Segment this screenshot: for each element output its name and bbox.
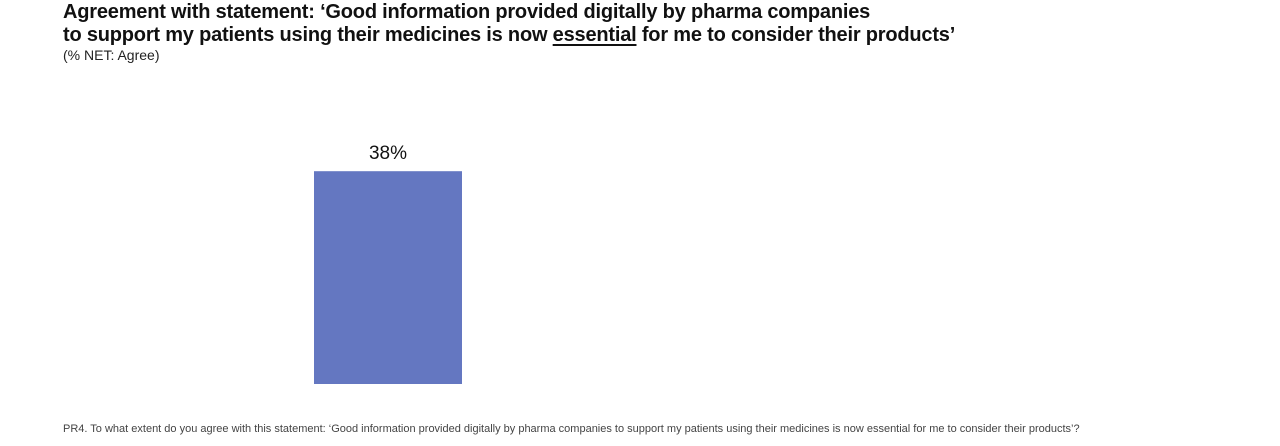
bar-value-label-0: 38% xyxy=(369,143,407,164)
chart-title: Agreement with statement: ‘Good informat… xyxy=(63,1,1243,47)
title-line-2-end: for me to consider their products’ xyxy=(636,24,956,46)
title-line-1: Agreement with statement: ‘Good informat… xyxy=(63,1,871,23)
bar-0 xyxy=(314,171,462,384)
chart-subtitle: (% NET: Agree) xyxy=(63,47,160,63)
question-footnote: PR4. To what extent do you agree with th… xyxy=(63,423,1080,435)
title-emphasis: essential xyxy=(552,24,637,46)
title-line-2-start: to support my patients using their medic… xyxy=(63,24,553,46)
